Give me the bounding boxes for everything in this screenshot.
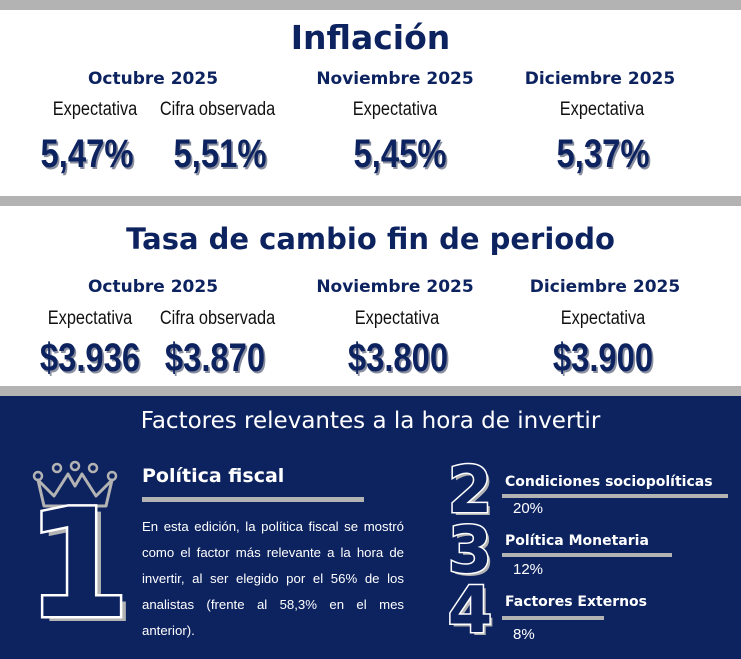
exchange-month-nov: Noviembre 2025	[316, 277, 474, 297]
rank-2-shadow: 2	[451, 462, 496, 518]
rank-1-shadow: 1	[32, 504, 128, 629]
rank-1-numeral: 1 1	[28, 504, 128, 629]
divider-bottom	[0, 386, 741, 396]
exchange-oct-observada-label: Cifra observada	[159, 308, 276, 329]
rank-3-numeral: 3 3	[446, 522, 496, 578]
exchange-nov-expectativa-value: $3.800	[347, 336, 449, 380]
factor-2-underline	[502, 494, 728, 498]
top-factor-underline	[142, 497, 364, 502]
top-factor-title: Política fiscal	[142, 465, 285, 487]
inflation-title: Inflación	[290, 18, 451, 57]
inflation-oct-observada-value: 5,51%	[173, 132, 267, 176]
exchange-rate-title: Tasa de cambio fin de periodo	[126, 222, 615, 256]
top-factor-description: En esta edición, la política fiscal se m…	[142, 519, 404, 638]
exchange-oct-expectativa-value: $3.936	[39, 336, 141, 380]
factor-4-label: Factores Externos	[505, 594, 648, 610]
factor-4-pct: 8%	[513, 626, 535, 643]
inflation-month-nov: Noviembre 2025	[316, 69, 474, 89]
rank-3-text: 3	[448, 522, 493, 578]
exchange-oct-expectativa-label: Expectativa	[47, 308, 133, 329]
exchange-oct-observada-value: $3.870	[164, 336, 266, 380]
inflation-oct-expectativa-label: Expectativa	[52, 99, 138, 120]
inflation-nov-expectativa-value: 5,45%	[353, 132, 447, 176]
inflation-month-dic: Diciembre 2025	[524, 69, 676, 89]
divider-top	[0, 0, 741, 10]
factor-3-pct: 12%	[513, 561, 544, 578]
rank-1-text: 1	[28, 504, 128, 629]
inflation-dic-expectativa-label: Expectativa	[559, 99, 645, 120]
exchange-nov-expectativa-label: Expectativa	[354, 308, 440, 329]
factor-4-underline	[502, 616, 604, 620]
rank-4-shadow: 4	[451, 582, 496, 638]
inflation-month-oct: Octubre 2025	[87, 69, 219, 89]
rank-2-numeral: 2 2	[446, 462, 496, 518]
factor-3-underline	[502, 553, 672, 557]
factor-2-pct: 20%	[513, 500, 544, 517]
exchange-dic-expectativa-value: $3.900	[552, 336, 654, 380]
inflation-nov-expectativa-label: Expectativa	[352, 99, 438, 120]
inflation-oct-observada-label: Cifra observada	[159, 99, 276, 120]
exchange-month-oct: Octubre 2025	[87, 277, 219, 297]
exchange-dic-expectativa-label: Expectativa	[560, 308, 646, 329]
exchange-month-dic: Diciembre 2025	[529, 277, 681, 297]
factors-section: Factores relevantes a la hora de inverti…	[0, 396, 741, 659]
factors-title: Factores relevantes a la hora de inverti…	[140, 408, 601, 434]
inflation-dic-expectativa-value: 5,37%	[556, 132, 650, 176]
divider-middle	[0, 196, 741, 206]
rank-4-text: 4	[448, 582, 493, 638]
factor-2-label: Condiciones sociopolíticas	[505, 474, 713, 490]
rank-2-text: 2	[448, 462, 493, 518]
crown-icon	[32, 460, 118, 508]
rank-3-shadow: 3	[451, 522, 496, 578]
factor-3-label: Política Monetaria	[505, 533, 649, 549]
inflation-oct-expectativa-value: 5,47%	[40, 132, 134, 176]
rank-4-numeral: 4 4	[446, 582, 496, 638]
